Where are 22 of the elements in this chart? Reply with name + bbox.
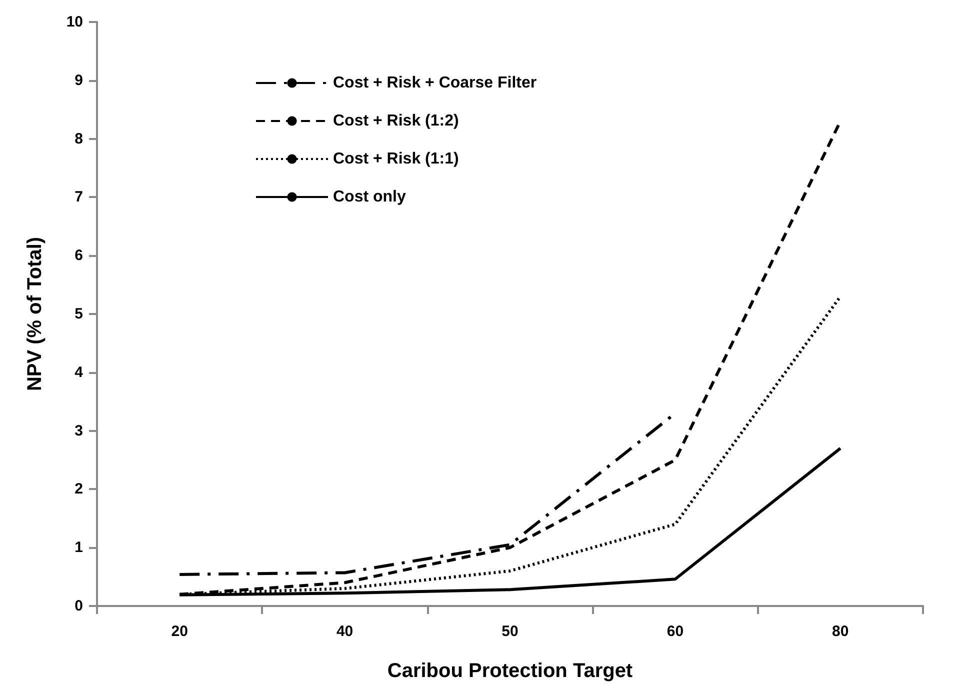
x-tick-label: 50 <box>502 623 518 640</box>
x-tick-label: 40 <box>336 623 354 640</box>
y-tick-label: 2 <box>74 480 83 498</box>
x-axis-title: Caribou Protection Target <box>387 660 633 682</box>
y-tick-label: 9 <box>74 72 83 89</box>
legend-label: Cost only <box>333 188 406 206</box>
x-tick-label: 60 <box>666 623 684 640</box>
y-tick-label: 3 <box>74 422 83 440</box>
y-tick-label: 8 <box>74 130 83 148</box>
y-tick-label: 0 <box>74 598 83 614</box>
legend-label: Cost + Risk (1:2) <box>333 112 459 130</box>
y-tick-label: 5 <box>74 306 83 322</box>
y-tick-label: 1 <box>74 539 83 556</box>
legend-label: Cost + Risk + Coarse Filter <box>333 74 537 92</box>
y-tick-label: 10 <box>66 14 83 30</box>
y-tick-label: 7 <box>74 188 83 206</box>
y-tick-label: 4 <box>74 364 84 381</box>
y-tick-label: 6 <box>74 247 83 264</box>
x-tick-label: 80 <box>832 623 849 640</box>
x-tick-label: 20 <box>171 623 188 640</box>
legend-label: Cost + Risk (1:1) <box>333 150 459 168</box>
y-axis-title: NPV (% of Total) <box>24 236 46 392</box>
